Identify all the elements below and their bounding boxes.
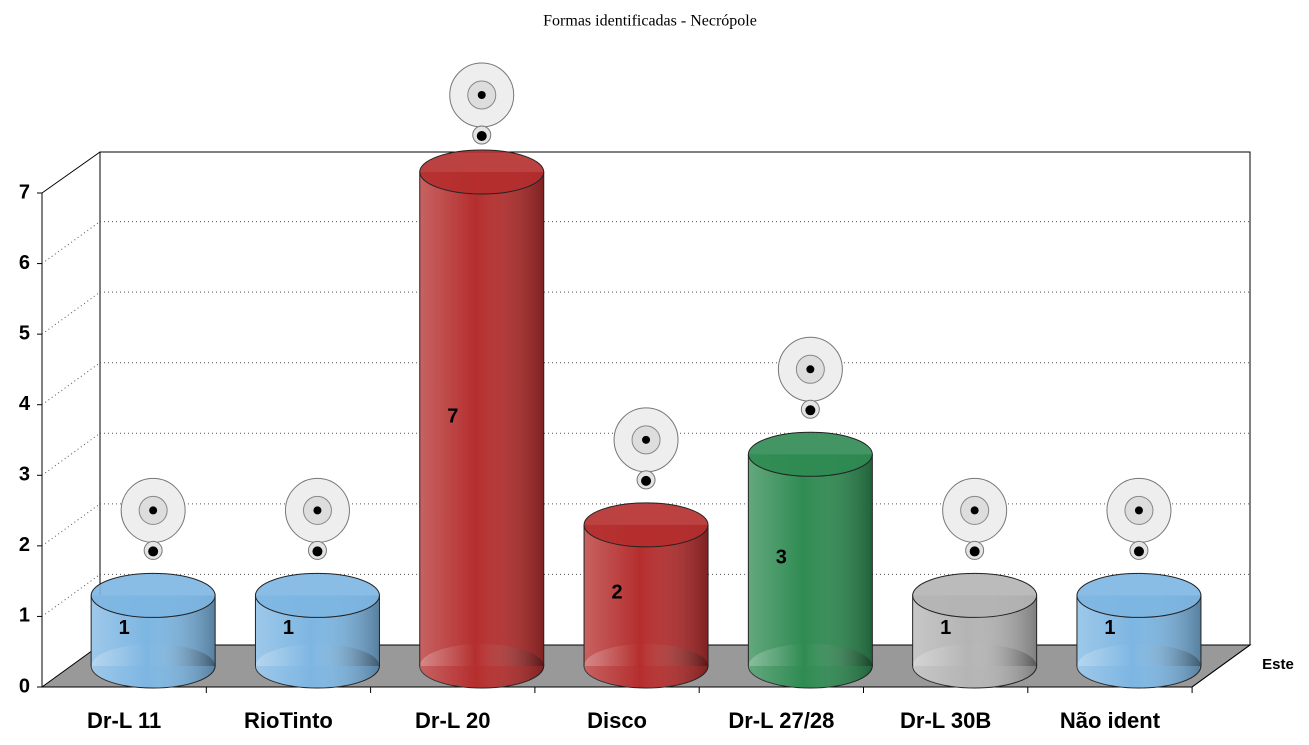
grid-line xyxy=(42,222,100,264)
x-tick-label: Disco xyxy=(587,708,647,733)
bar-top xyxy=(255,573,379,617)
bar-bottom-shade xyxy=(420,644,544,688)
x-tick-label: Dr-L 27/28 xyxy=(728,708,834,733)
bar-bottom-shade xyxy=(255,644,379,688)
y-tick-label: 5 xyxy=(19,322,30,344)
bar-top xyxy=(420,150,544,194)
y-tick-label: 0 xyxy=(19,675,30,697)
grid-line xyxy=(42,433,100,475)
bar-bottom-shade xyxy=(584,644,708,688)
bar-shade xyxy=(748,454,872,666)
lamp-illustration xyxy=(1134,546,1144,556)
bar-bottom-shade xyxy=(913,644,1037,688)
bar-top xyxy=(913,573,1037,617)
y-tick-label: 6 xyxy=(19,252,30,274)
bar-top xyxy=(584,503,708,547)
y-tick-label: 2 xyxy=(19,534,30,556)
lamp-illustration xyxy=(478,91,486,99)
grid-line xyxy=(42,504,100,546)
lamp-illustration xyxy=(148,546,158,556)
value-label: 1 xyxy=(1104,617,1115,639)
lamp-illustration xyxy=(477,131,487,141)
value-label: 3 xyxy=(776,546,787,568)
lamp-illustration xyxy=(806,365,814,373)
lamp-illustration xyxy=(970,546,980,556)
y-tick-label: 4 xyxy=(19,393,31,415)
lamp-illustration xyxy=(313,506,321,514)
chart: Formas identificadas - Necrópole 0 1 2 3 4 5 6… xyxy=(0,0,1309,745)
lamp-illustration xyxy=(971,506,979,514)
bar-bottom-shade xyxy=(91,644,215,688)
bar-bottom-shade xyxy=(1077,644,1201,688)
lamp-illustration xyxy=(805,405,815,415)
x-tick-label: Dr-L 30B xyxy=(900,708,991,733)
chart-title: Formas identificadas - Necrópole xyxy=(543,13,757,30)
bar-top xyxy=(748,432,872,476)
value-label: 1 xyxy=(940,617,951,639)
x-tick-label: Não ident xyxy=(1060,708,1161,733)
grid-line xyxy=(42,292,100,334)
lamp-illustration xyxy=(641,476,651,486)
y-tick-label: 1 xyxy=(19,605,30,627)
value-label: 1 xyxy=(283,617,294,639)
value-label: 7 xyxy=(447,405,458,427)
bar-top xyxy=(1077,573,1201,617)
y-tick-label: 3 xyxy=(19,464,30,486)
bar-shade xyxy=(420,172,544,666)
lamp-illustration xyxy=(149,506,157,514)
bar-top xyxy=(91,573,215,617)
y-tick-label: 7 xyxy=(19,181,30,203)
wall-edge xyxy=(42,152,100,193)
grid-line xyxy=(42,363,100,405)
x-tick-label: Dr-L 11 xyxy=(87,708,161,733)
x-tick-label: RioTinto xyxy=(244,708,333,733)
lamp-illustration xyxy=(312,546,322,556)
lamp-illustration xyxy=(642,436,650,444)
series-label: Este xyxy=(1262,656,1294,673)
lamp-illustration xyxy=(1135,506,1143,514)
bar-bottom-shade xyxy=(748,644,872,688)
x-tick-label: Dr-L 20 xyxy=(415,708,490,733)
value-label: 2 xyxy=(611,582,622,604)
value-label: 1 xyxy=(119,617,130,639)
